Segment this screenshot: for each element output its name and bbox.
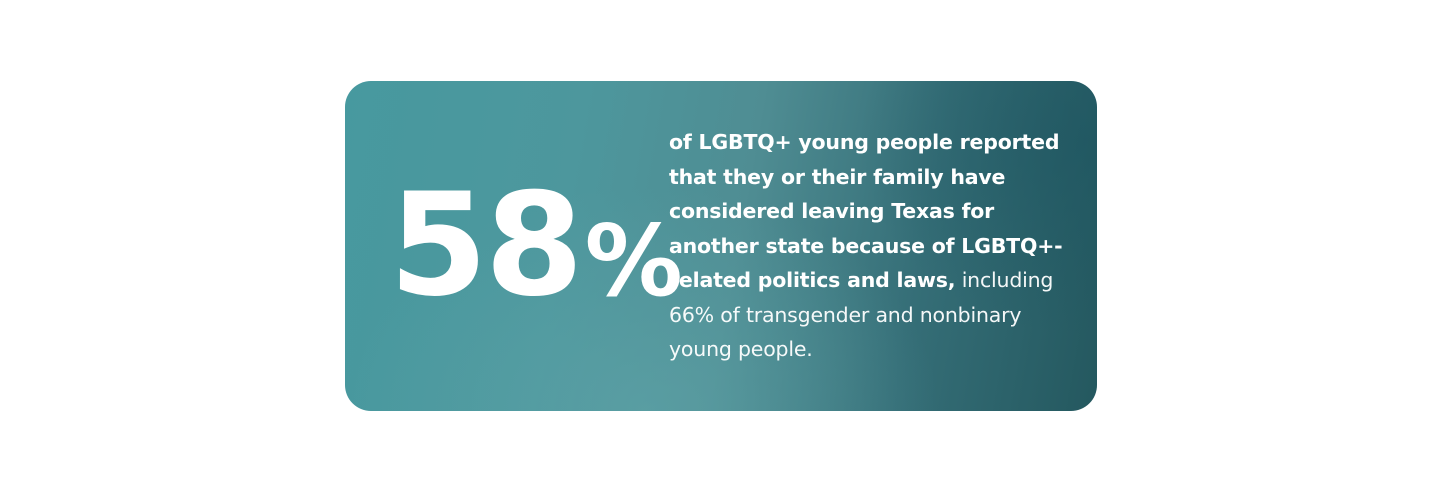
stat-description: of LGBTQ+ young people reported that the…	[669, 125, 1079, 367]
stat-card: 58% of LGBTQ+ young people reported that…	[345, 81, 1097, 411]
percent-sign: %	[584, 205, 683, 319]
stat-description-regular: including 66% of transgender and nonbina…	[669, 268, 1054, 361]
stat-number: 58	[389, 163, 584, 328]
big-stat-value: 58%	[389, 163, 683, 328]
stat-description-bold: of LGBTQ+ young people reported that the…	[669, 130, 1063, 292]
